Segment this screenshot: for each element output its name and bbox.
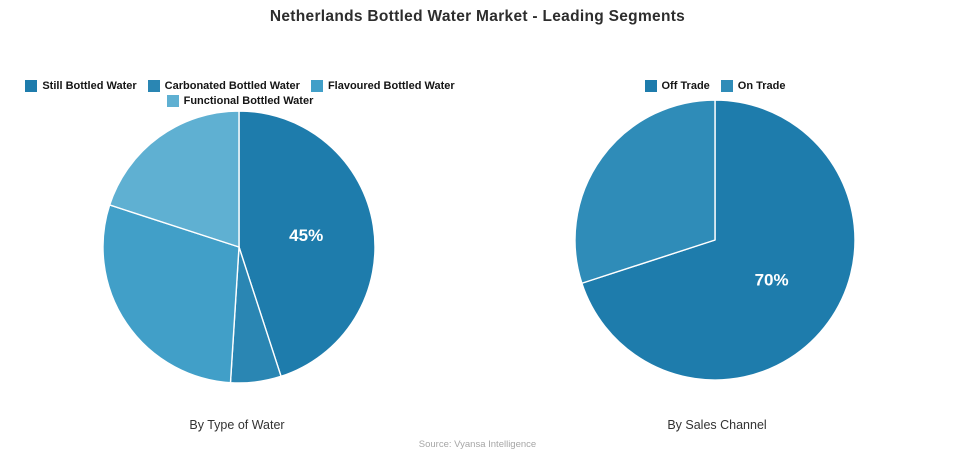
legend-swatch-icon xyxy=(310,80,323,92)
legend-label: Flavoured Bottled Water xyxy=(327,80,455,92)
axis-title-sales-channel: By Sales Channel xyxy=(667,418,767,432)
legend-item-carbonated-bottled-water[interactable]: Carbonated Bottled Water xyxy=(147,79,300,93)
legend-swatch-icon xyxy=(720,80,733,92)
legend-swatch-icon xyxy=(25,80,38,92)
pie-slice-on-trade[interactable] xyxy=(574,99,716,284)
legend-swatch-icon xyxy=(166,95,179,107)
source-text: Source: Vyansa Intelligence xyxy=(418,439,537,450)
axis-title-type-of-water: By Type of Water xyxy=(189,418,285,432)
legend-item-off-trade[interactable]: Off Trade xyxy=(644,79,710,93)
pie-slice-percent-label: 45% xyxy=(289,226,323,245)
pie-slice-still-bottled-water[interactable] xyxy=(238,110,376,378)
pie-slice-functional-bottled-water[interactable] xyxy=(108,110,240,248)
legend-item-functional-bottled-water[interactable]: Functional Bottled Water xyxy=(166,94,314,108)
legend-label: On Trade xyxy=(737,80,786,92)
legend-item-still-bottled-water[interactable]: Still Bottled Water xyxy=(25,79,137,93)
legend-label: Carbonated Bottled Water xyxy=(164,80,300,92)
legend-item-flavoured-bottled-water[interactable]: Flavoured Bottled Water xyxy=(310,79,455,93)
pie-slice-percent-label: 70% xyxy=(755,271,789,290)
pie-chart-sales-channel: 70% xyxy=(574,99,856,381)
pie-slice-flavoured-bottled-water[interactable] xyxy=(102,204,240,384)
legend-label: Off Trade xyxy=(661,80,710,92)
legend-item-on-trade[interactable]: On Trade xyxy=(720,79,786,93)
pie-chart-type-of-water: 45% xyxy=(102,110,376,384)
legend-label: Functional Bottled Water xyxy=(183,95,314,107)
page-title: Netherlands Bottled Water Market - Leadi… xyxy=(269,8,686,25)
legend-swatch-icon xyxy=(644,80,657,92)
legend-label: Still Bottled Water xyxy=(42,80,137,92)
legend-swatch-icon xyxy=(147,80,160,92)
pie-slice-off-trade[interactable] xyxy=(581,99,856,381)
legend-type-of-water: Still Bottled Water Carbonated Bottled Wa… xyxy=(8,79,472,108)
legend-sales-channel: Off Trade On Trade xyxy=(483,79,947,93)
